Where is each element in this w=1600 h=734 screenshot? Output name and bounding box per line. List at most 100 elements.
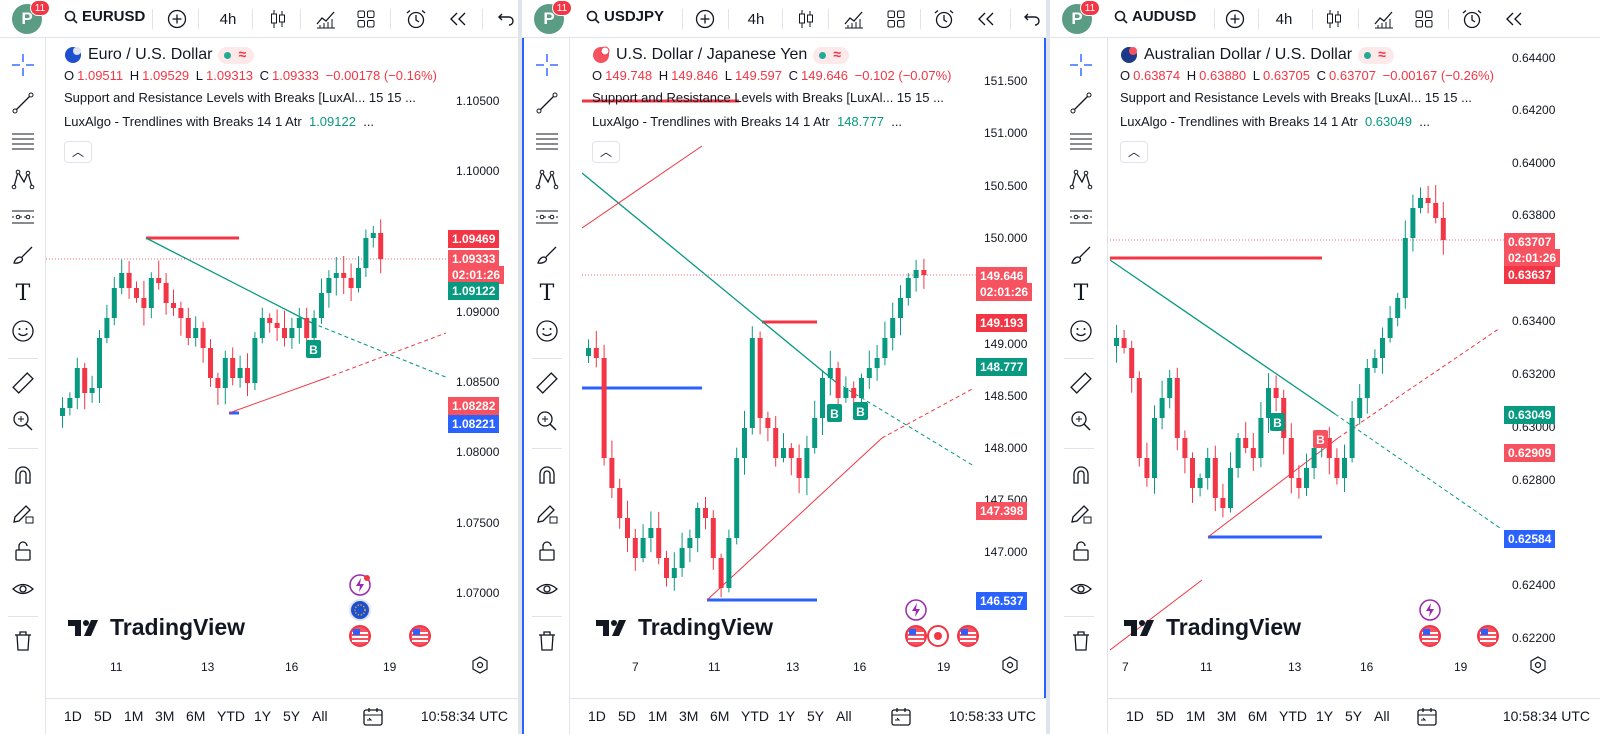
remove-drawings-tool[interactable] — [1068, 628, 1094, 654]
range-button-5y[interactable]: 5Y — [1345, 708, 1363, 724]
eu-flag-event-icon[interactable] — [348, 598, 372, 627]
range-button-all[interactable]: All — [836, 708, 852, 724]
range-button-6m[interactable]: 6M — [186, 708, 206, 724]
replay-button[interactable] — [974, 6, 998, 32]
undo-button[interactable] — [1020, 6, 1044, 32]
templates-button[interactable] — [354, 6, 378, 32]
range-button-1y[interactable]: 1Y — [254, 708, 272, 724]
lightning-event-icon[interactable] — [1418, 598, 1442, 627]
symbol-search-button[interactable]: AUDUSD — [1114, 8, 1196, 25]
prediction-tool[interactable] — [1068, 204, 1094, 230]
lock-all-tool[interactable] — [10, 538, 36, 564]
templates-button[interactable] — [1412, 6, 1436, 32]
crosshair-tool[interactable] — [10, 52, 36, 78]
indicator-trendlines[interactable]: LuxAlgo - Trendlines with Breaks 14 1 At… — [592, 114, 955, 129]
measure-tool[interactable] — [10, 370, 36, 396]
candles-style-button[interactable] — [794, 6, 818, 32]
range-button-6m[interactable]: 6M — [1248, 708, 1268, 724]
symbol-title-row[interactable]: U.S. Dollar / Japanese Yen — [592, 46, 955, 64]
lightning-event-icon[interactable] — [348, 573, 372, 597]
clock-timezone[interactable]: 10:58:34 UTC — [420, 708, 508, 724]
zoom-tool[interactable] — [10, 408, 36, 434]
chart-pane-audusd[interactable]: P 11 AUDUSD 4h T — [1050, 0, 1600, 734]
trendline-tool[interactable] — [1068, 90, 1094, 116]
range-button-5y[interactable]: 5Y — [807, 708, 825, 724]
lock-drawing-tool[interactable] — [534, 500, 560, 526]
brush-tool[interactable] — [1068, 242, 1094, 268]
range-button-1y[interactable]: 1Y — [778, 708, 796, 724]
range-button-all[interactable]: All — [312, 708, 328, 724]
alert-button[interactable] — [932, 6, 956, 32]
range-button-6m[interactable]: 6M — [710, 708, 730, 724]
replay-button[interactable] — [446, 6, 470, 32]
us-flag-event-icon[interactable] — [408, 624, 432, 653]
clock-timezone[interactable]: 10:58:33 UTC — [948, 708, 1036, 724]
crosshair-tool[interactable] — [1068, 52, 1094, 78]
lock-drawing-tool[interactable] — [1068, 500, 1094, 526]
legend-collapse-button[interactable]: ︿ — [64, 141, 92, 163]
lock-all-tool[interactable] — [534, 538, 560, 564]
undo-button[interactable] — [494, 6, 518, 32]
range-button-1d[interactable]: 1D — [64, 708, 82, 724]
zoom-tool[interactable] — [534, 408, 560, 434]
prediction-tool[interactable] — [10, 204, 36, 230]
pattern-tool[interactable] — [534, 166, 560, 192]
indicator-sr-levels[interactable]: Support and Resistance Levels with Break… — [64, 90, 416, 105]
indicators-button[interactable] — [1372, 6, 1396, 32]
candles-style-button[interactable] — [266, 6, 290, 32]
fib-tool[interactable] — [534, 128, 560, 154]
remove-drawings-tool[interactable] — [10, 628, 36, 654]
text-tool[interactable]: T — [1068, 280, 1094, 306]
goto-date-button[interactable] — [890, 707, 912, 732]
range-button-1d[interactable]: 1D — [588, 708, 606, 724]
range-button-all[interactable]: All — [1374, 708, 1390, 724]
candles-style-button[interactable] — [1322, 6, 1346, 32]
legend-collapse-button[interactable]: ︿ — [1120, 141, 1148, 163]
emoji-tool[interactable] — [10, 318, 36, 344]
us-flag-event-icon[interactable] — [1418, 624, 1442, 653]
alert-button[interactable] — [1460, 6, 1484, 32]
pattern-tool[interactable] — [1068, 166, 1094, 192]
chart-pane-eurusd[interactable]: P 11 EURUSD 4h T — [0, 0, 518, 734]
emoji-tool[interactable] — [1068, 318, 1094, 344]
magnet-tool[interactable] — [10, 462, 36, 488]
indicator-sr-levels[interactable]: Support and Resistance Levels with Break… — [592, 90, 944, 105]
range-button-3m[interactable]: 3M — [1217, 708, 1237, 724]
fib-tool[interactable] — [1068, 128, 1094, 154]
fib-tool[interactable] — [10, 128, 36, 154]
range-button-ytd[interactable]: YTD — [217, 708, 245, 724]
range-button-3m[interactable]: 3M — [155, 708, 175, 724]
indicators-button[interactable] — [842, 6, 866, 32]
magnet-tool[interactable] — [534, 462, 560, 488]
pattern-tool[interactable] — [10, 166, 36, 192]
trendline-tool[interactable] — [534, 90, 560, 116]
range-button-5d[interactable]: 5D — [94, 708, 112, 724]
symbol-title-row[interactable]: Australian Dollar / U.S. Dollar — [1120, 46, 1497, 64]
hide-drawings-tool[interactable] — [534, 576, 560, 602]
emoji-tool[interactable] — [534, 318, 560, 344]
range-button-ytd[interactable]: YTD — [1279, 708, 1307, 724]
templates-button[interactable] — [884, 6, 908, 32]
range-button-1m[interactable]: 1M — [648, 708, 668, 724]
range-button-3m[interactable]: 3M — [679, 708, 699, 724]
price-chart[interactable]: B B — [1110, 38, 1506, 662]
indicator-trendlines[interactable]: LuxAlgo - Trendlines with Breaks 14 1 At… — [1120, 114, 1497, 129]
text-tool[interactable]: T — [534, 280, 560, 306]
clock-timezone[interactable]: 10:58:34 UTC — [1502, 708, 1590, 724]
range-button-1y[interactable]: 1Y — [1316, 708, 1334, 724]
brush-tool[interactable] — [534, 242, 560, 268]
indicators-button[interactable] — [314, 6, 338, 32]
lock-drawing-tool[interactable] — [10, 500, 36, 526]
range-button-5y[interactable]: 5Y — [283, 708, 301, 724]
zoom-tool[interactable] — [1068, 408, 1094, 434]
range-button-1m[interactable]: 1M — [124, 708, 144, 724]
legend-collapse-button[interactable]: ︿ — [592, 141, 620, 163]
measure-tool[interactable] — [1068, 370, 1094, 396]
time-scale-settings-button[interactable] — [1528, 655, 1548, 680]
symbol-title-row[interactable]: Euro / U.S. Dollar — [64, 46, 440, 64]
range-button-ytd[interactable]: YTD — [741, 708, 769, 724]
interval-button[interactable]: 4h — [212, 6, 244, 32]
crosshair-tool[interactable] — [534, 52, 560, 78]
chart-pane-usdjpy[interactable]: P 11 USDJPY 4h T — [522, 0, 1046, 734]
indicator-trendlines[interactable]: LuxAlgo - Trendlines with Breaks 14 1 At… — [64, 114, 440, 129]
